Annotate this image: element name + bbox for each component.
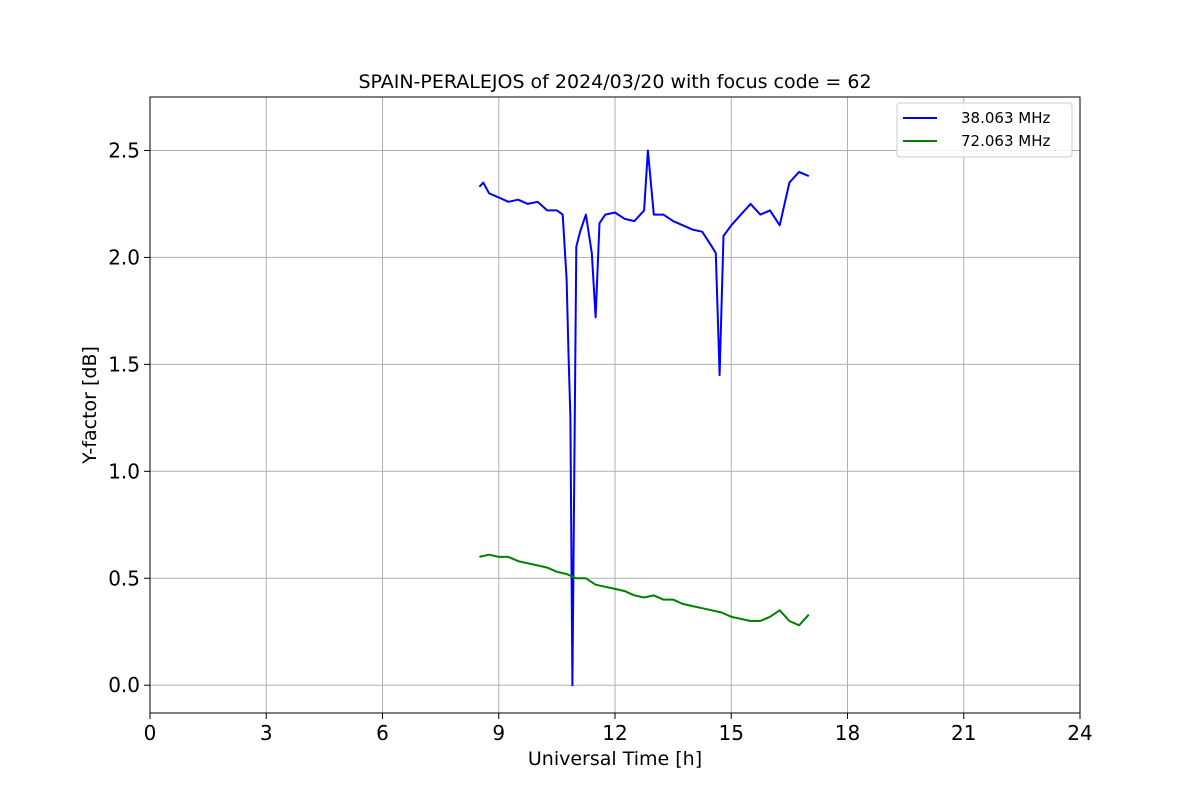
y-tick-label: 0.0 <box>108 673 140 697</box>
series-layer <box>478 149 810 687</box>
y-tick-label: 1.5 <box>108 352 140 376</box>
series-line-2 <box>479 553 810 627</box>
y-tick-label: 1.0 <box>108 459 140 483</box>
series-line-1 <box>478 149 810 687</box>
legend: 38.063 MHz 72.063 MHz <box>896 102 1073 158</box>
chart-title: SPAIN-PERALEJOS of 2024/03/20 with focus… <box>358 71 871 93</box>
x-axis-label: Universal Time [h] <box>528 748 702 770</box>
x-tick-label: 24 <box>1067 721 1092 745</box>
x-tick-label: 21 <box>951 721 976 745</box>
x-tick-label: 15 <box>719 721 744 745</box>
y-tick-label: 2.0 <box>108 245 140 269</box>
tick-layer: 0 3 6 9 12 15 18 21 24 0.0 0.5 1.0 1.5 2.0 2.5 <box>108 138 1093 745</box>
x-tick-label: 0 <box>144 721 157 745</box>
x-tick-label: 12 <box>602 721 627 745</box>
y-axis-label: Y-factor [dB] <box>79 346 101 465</box>
x-tick-label: 3 <box>260 721 273 745</box>
y-tick-label: 2.5 <box>108 138 140 162</box>
x-tick-label: 18 <box>835 721 860 745</box>
legend-label-2: 72.063 MHz <box>961 132 1050 150</box>
x-tick-label: 6 <box>376 721 389 745</box>
x-tick-label: 9 <box>492 721 505 745</box>
y-tick-label: 0.5 <box>108 566 140 590</box>
legend-label-1: 38.063 MHz <box>961 109 1050 127</box>
legend-box <box>896 102 1073 158</box>
